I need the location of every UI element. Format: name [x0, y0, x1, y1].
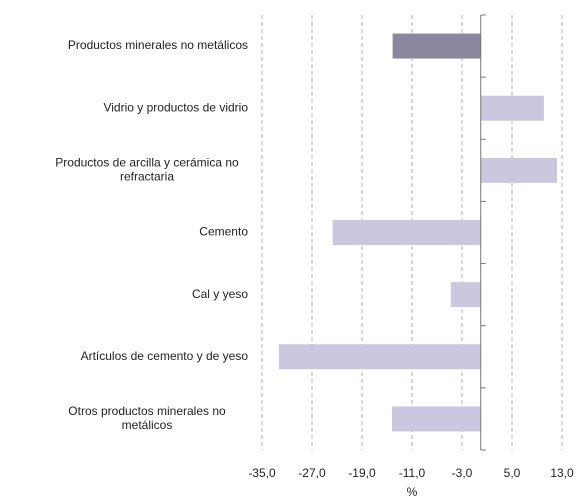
- y-tick-label: Artículos de cemento y de yeso: [81, 349, 249, 363]
- y-tick-label: Productos minerales no metálicos: [68, 38, 248, 52]
- y-tick-label: refractaria: [120, 170, 174, 184]
- bar: [278, 344, 481, 370]
- bar: [450, 282, 481, 308]
- bar: [392, 406, 481, 432]
- y-tick-label: Vidrio y productos de vidrio: [103, 100, 248, 114]
- x-tick-label: -11,0: [399, 466, 426, 480]
- bar: [480, 95, 544, 121]
- y-tick-label: Cal y yeso: [192, 287, 248, 301]
- x-tick-label: 5,0: [504, 466, 521, 480]
- x-axis-label: %: [407, 485, 418, 499]
- bar: [332, 220, 481, 245]
- bar: [392, 33, 481, 59]
- y-tick-label: Otros productos minerales no: [68, 404, 226, 418]
- x-tick-label: -35,0: [248, 466, 276, 480]
- x-tick-label: -19,0: [348, 466, 376, 480]
- y-tick-label: Productos de arcilla y cerámica no: [55, 156, 239, 170]
- y-tick-label: metálicos: [122, 418, 173, 432]
- x-tick-label: 13,0: [550, 466, 574, 480]
- x-tick-label: -3,0: [452, 466, 473, 480]
- x-tick-label: -27,0: [298, 466, 326, 480]
- bar: [480, 157, 557, 183]
- y-tick-label: Cemento: [199, 225, 248, 239]
